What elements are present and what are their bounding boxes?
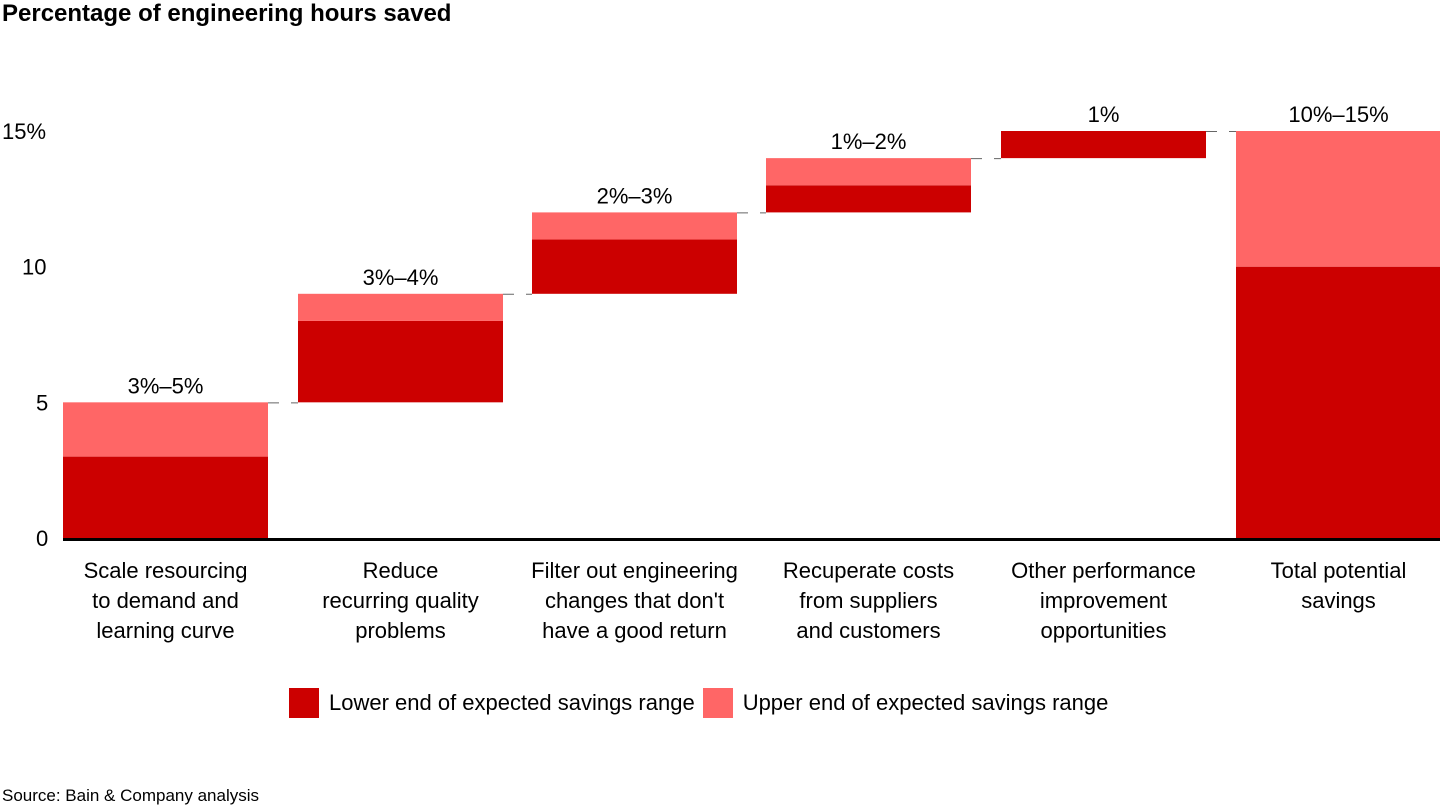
x-tick-label: Scale resourcing to demand and learning … (83, 558, 248, 643)
bar-segment-upper (1236, 131, 1440, 267)
bar-segment-lower (63, 456, 268, 538)
source-note: Source: Bain & Company analysis (2, 786, 260, 805)
y-tick-label: 5 (36, 390, 48, 415)
legend-item-upper: Upper end of expected savings range (702, 688, 1109, 718)
bar-segment-lower (1236, 266, 1440, 538)
legend: Lower end of expected savings range Uppe… (289, 688, 1116, 718)
data-label: 3%–4% (363, 265, 439, 290)
bar-segment-upper (766, 158, 971, 186)
legend-label-lower: Lower end of expected savings range (329, 690, 695, 715)
bar-segment-upper (298, 293, 503, 321)
x-tick-label: Recuperate costs from suppliers and cust… (782, 558, 955, 643)
x-tick-label: Other performance improvement opportunit… (1011, 558, 1196, 643)
bar-segment-lower (1001, 131, 1206, 159)
y-tick-label: 15% (2, 119, 46, 144)
x-tick-label: Total potential savings (1270, 558, 1407, 613)
bar-segment-lower (532, 239, 737, 294)
y-tick-label: 0 (36, 526, 48, 551)
legend-item-lower: Lower end of expected savings range (289, 688, 695, 718)
x-tick-label: Filter out engineering changes that don'… (531, 558, 738, 643)
legend-label-upper: Upper end of expected savings range (742, 690, 1109, 715)
chart-title: Percentage of engineering hours saved (2, 0, 452, 27)
bar-segment-lower (766, 185, 971, 213)
data-label: 10%–15% (1288, 102, 1388, 127)
y-tick-label: 10 (22, 255, 46, 280)
data-label: 3%–5% (128, 373, 204, 398)
bar-segment-upper (532, 212, 737, 240)
bar-segment-upper (63, 402, 268, 457)
x-tick-label: Reduce recurring quality problems (322, 558, 479, 643)
bar-segment-lower (298, 320, 503, 403)
waterfall-chart: 0 5 10 15% 3%–5% 3%–4% 2%–3% 1%–2% 1% 10%–15% (2, 102, 1440, 551)
legend-swatch-upper (702, 688, 733, 718)
data-label: 1% (1088, 102, 1120, 127)
data-label: 2%–3% (597, 183, 673, 208)
data-label: 1%–2% (831, 129, 907, 154)
legend-swatch-lower (289, 688, 319, 718)
